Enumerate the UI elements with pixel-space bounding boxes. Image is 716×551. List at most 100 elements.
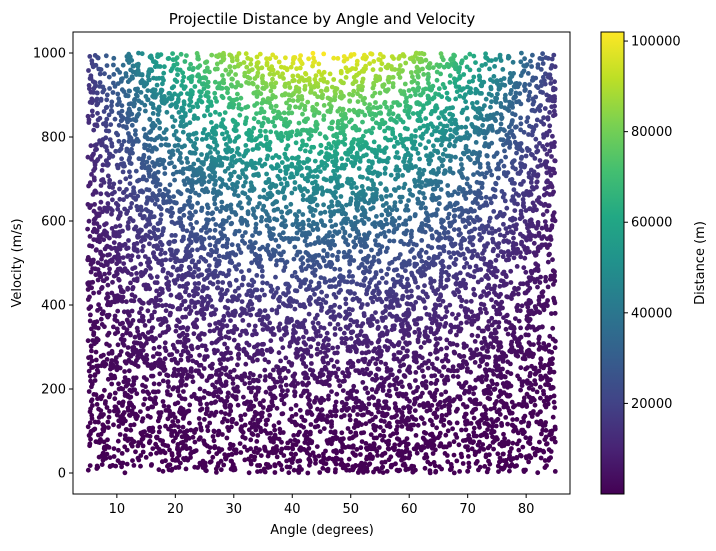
scatter-point: [356, 265, 362, 271]
scatter-point: [268, 338, 274, 344]
scatter-point: [291, 256, 297, 262]
scatter-point: [218, 467, 224, 473]
scatter-point: [366, 158, 372, 164]
scatter-point: [415, 385, 421, 390]
scatter-point: [196, 192, 202, 198]
scatter-point: [99, 462, 105, 467]
scatter-point: [469, 309, 474, 315]
scatter-point: [195, 116, 201, 121]
scatter-point: [102, 222, 107, 228]
scatter-point: [347, 233, 353, 239]
scatter-point: [163, 308, 169, 314]
scatter-point: [92, 189, 98, 195]
scatter-point: [474, 347, 480, 352]
scatter-point: [202, 113, 207, 119]
scatter-point: [301, 334, 306, 340]
scatter-point: [318, 169, 323, 175]
scatter-point: [420, 435, 426, 441]
scatter-point: [87, 318, 93, 324]
scatter-point: [370, 376, 375, 382]
scatter-point: [255, 84, 260, 90]
scatter-point: [402, 81, 408, 87]
scatter-point: [235, 384, 240, 390]
scatter-point: [240, 318, 246, 323]
scatter-point: [318, 211, 323, 216]
scatter-point: [201, 366, 207, 371]
scatter-point: [175, 418, 181, 424]
scatter-point: [488, 341, 494, 347]
scatter-point: [280, 301, 286, 307]
scatter-point: [429, 132, 435, 138]
scatter-point: [545, 401, 551, 407]
scatter-point: [264, 280, 270, 286]
scatter-point: [343, 296, 349, 302]
scatter-point: [155, 227, 161, 233]
scatter-point: [137, 335, 143, 341]
scatter-point: [248, 389, 254, 395]
scatter-point: [104, 97, 110, 103]
scatter-point: [262, 357, 268, 363]
scatter-point: [315, 94, 320, 100]
scatter-point: [148, 451, 154, 457]
scatter-point: [463, 380, 468, 386]
scatter-point: [298, 53, 303, 58]
scatter-point: [153, 295, 159, 301]
scatter-point: [223, 255, 229, 260]
scatter-point: [294, 230, 300, 236]
scatter-point: [335, 344, 341, 350]
scatter-point: [128, 161, 134, 167]
scatter-point: [255, 469, 260, 474]
scatter-point: [355, 412, 360, 417]
scatter-point: [243, 166, 249, 172]
scatter-point: [109, 226, 115, 231]
scatter-point: [415, 317, 420, 322]
scatter-point: [236, 356, 242, 361]
scatter-point: [398, 350, 403, 356]
scatter-point: [511, 187, 517, 193]
scatter-point: [512, 94, 517, 100]
scatter-point: [226, 215, 232, 221]
scatter-point: [250, 432, 256, 437]
scatter-point: [88, 398, 94, 404]
scatter-point: [96, 432, 101, 438]
scatter-point: [378, 67, 384, 72]
scatter-point: [491, 446, 496, 452]
scatter-point: [294, 274, 300, 280]
scatter-point: [496, 324, 502, 330]
scatter-point: [378, 181, 383, 187]
scatter-point: [186, 304, 192, 310]
scatter-point: [543, 274, 548, 280]
scatter-point: [513, 90, 519, 96]
scatter-point: [138, 90, 144, 95]
scatter-point: [313, 418, 319, 424]
scatter-point: [169, 85, 175, 91]
scatter-point: [294, 346, 300, 352]
scatter-point: [198, 94, 203, 99]
scatter-point: [264, 196, 270, 202]
scatter-point: [551, 52, 557, 58]
scatter-point: [532, 156, 538, 161]
scatter-point: [229, 424, 234, 430]
scatter-point: [369, 456, 375, 461]
scatter-point: [514, 417, 520, 422]
scatter-point: [391, 144, 397, 149]
scatter-point: [357, 174, 363, 180]
scatter-point: [518, 387, 523, 393]
scatter-point: [347, 417, 353, 423]
scatter-point: [95, 55, 100, 60]
scatter-point: [189, 369, 194, 374]
scatter-point: [401, 329, 407, 335]
scatter-point: [510, 59, 516, 65]
scatter-point: [428, 316, 434, 322]
scatter-point: [140, 449, 146, 455]
scatter-point: [146, 391, 152, 397]
scatter-point: [325, 440, 331, 446]
scatter-point: [212, 90, 218, 96]
scatter-point: [306, 172, 311, 178]
scatter-point: [186, 243, 191, 249]
scatter-point: [181, 212, 187, 218]
scatter-point: [237, 175, 243, 181]
scatter-point: [243, 143, 249, 148]
scatter-point: [194, 310, 200, 316]
scatter-point: [306, 56, 311, 62]
